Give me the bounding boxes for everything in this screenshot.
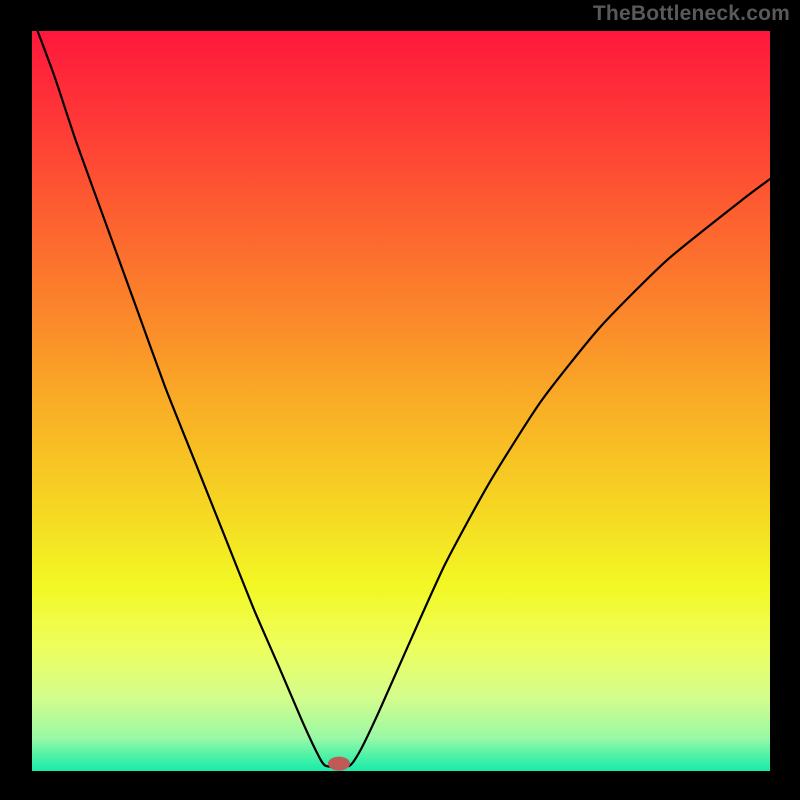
bottleneck-chart — [0, 0, 800, 800]
optimal-marker — [328, 757, 350, 771]
watermark-text: TheBottleneck.com — [593, 2, 790, 26]
